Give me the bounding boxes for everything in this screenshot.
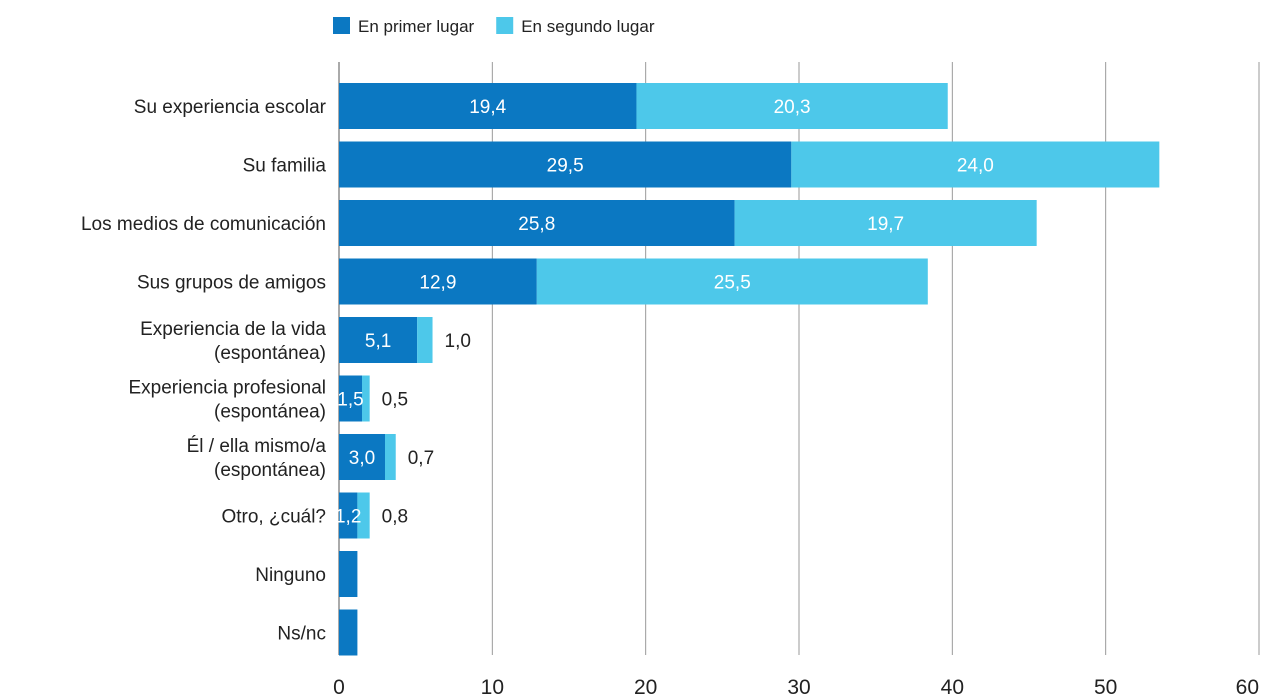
- category-label: Los medios de comunicación: [81, 214, 326, 235]
- value-label: 0,7: [408, 448, 434, 469]
- x-axis-ticks: 0 10 20 30 40 50 60: [333, 676, 1259, 699]
- bar-segment-primer: [339, 609, 358, 656]
- value-label: 0,5: [382, 390, 408, 411]
- category-label: Él / ella mismo/a (espontánea): [187, 436, 327, 481]
- value-label: 12,9: [419, 273, 456, 294]
- legend-swatch-0: [333, 17, 350, 34]
- bar-segment-primer: [339, 141, 792, 188]
- x-tick-label: 10: [481, 676, 504, 699]
- legend-swatch-1: [496, 17, 514, 34]
- value-labels: 19,4 20,3 29,5 24,0 25,8 19,7 12,9 25,5 5,1 1,0 1,…: [335, 97, 994, 528]
- category-labels: Su experiencia escolar Su familia Los medi…: [81, 97, 327, 645]
- x-tick-label: 30: [787, 676, 810, 699]
- bar-segment-primer: [339, 375, 362, 422]
- bar-segment-segundo: [734, 200, 1037, 246]
- bars: [339, 83, 1160, 656]
- category-label-line: Experiencia profesional: [128, 378, 326, 399]
- category-label: Su experiencia escolar: [134, 97, 327, 118]
- value-label: 1,5: [337, 390, 363, 411]
- value-label: 20,3: [774, 97, 811, 118]
- category-label-line: Experiencia de la vida: [140, 319, 326, 340]
- legend: En primer lugar En segundo lugar: [333, 17, 655, 36]
- bar-segment-segundo: [791, 141, 1160, 188]
- value-label: 0,8: [382, 507, 408, 528]
- category-label-line: Él / ella mismo/a: [187, 436, 327, 457]
- category-label: Ns/nc: [277, 624, 326, 645]
- category-label: Su familia: [243, 156, 327, 177]
- bar-segment-segundo: [362, 375, 370, 422]
- value-label: 5,1: [365, 331, 391, 352]
- value-label: 25,8: [518, 214, 555, 235]
- category-label: Otro, ¿cuál?: [221, 507, 326, 528]
- x-tick-label: 40: [941, 676, 964, 699]
- bar-segment-segundo: [417, 317, 433, 363]
- bar-segment-primer: [339, 200, 735, 246]
- bar-segment-primer: [339, 258, 537, 305]
- legend-label-1: En segundo lugar: [521, 17, 655, 36]
- value-label: 25,5: [714, 273, 751, 294]
- category-label: Ninguno: [255, 565, 326, 586]
- category-label: Sus grupos de amigos: [137, 273, 326, 294]
- x-tick-label: 50: [1094, 676, 1117, 699]
- value-label: 29,5: [547, 156, 584, 177]
- value-label: 1,0: [445, 331, 471, 352]
- value-label: 19,7: [867, 214, 904, 235]
- legend-label-0: En primer lugar: [358, 17, 475, 36]
- category-label: Experiencia de la vida (espontánea): [140, 319, 326, 364]
- bar-segment-primer: [339, 317, 418, 363]
- category-label-line: (espontánea): [214, 460, 326, 481]
- category-label-line: (espontánea): [214, 402, 326, 423]
- value-label: 24,0: [957, 156, 994, 177]
- bar-segment-primer: [339, 434, 385, 480]
- x-tick-label: 20: [634, 676, 657, 699]
- value-label: 1,2: [335, 507, 361, 528]
- value-label: 19,4: [469, 97, 506, 118]
- bar-segment-segundo: [385, 434, 396, 480]
- bar-segment-segundo: [357, 492, 370, 539]
- category-label: Experiencia profesional (espontánea): [128, 378, 326, 423]
- category-label-line: (espontánea): [214, 343, 326, 364]
- x-tick-label: 0: [333, 676, 345, 699]
- bar-segment-primer: [339, 83, 637, 129]
- bar-segment-segundo: [536, 258, 928, 305]
- bar-segment-primer: [339, 551, 358, 597]
- x-tick-label: 60: [1236, 676, 1259, 699]
- bar-segment-segundo: [636, 83, 948, 129]
- value-label: 3,0: [349, 448, 375, 469]
- bar-segment-primer: [339, 492, 358, 539]
